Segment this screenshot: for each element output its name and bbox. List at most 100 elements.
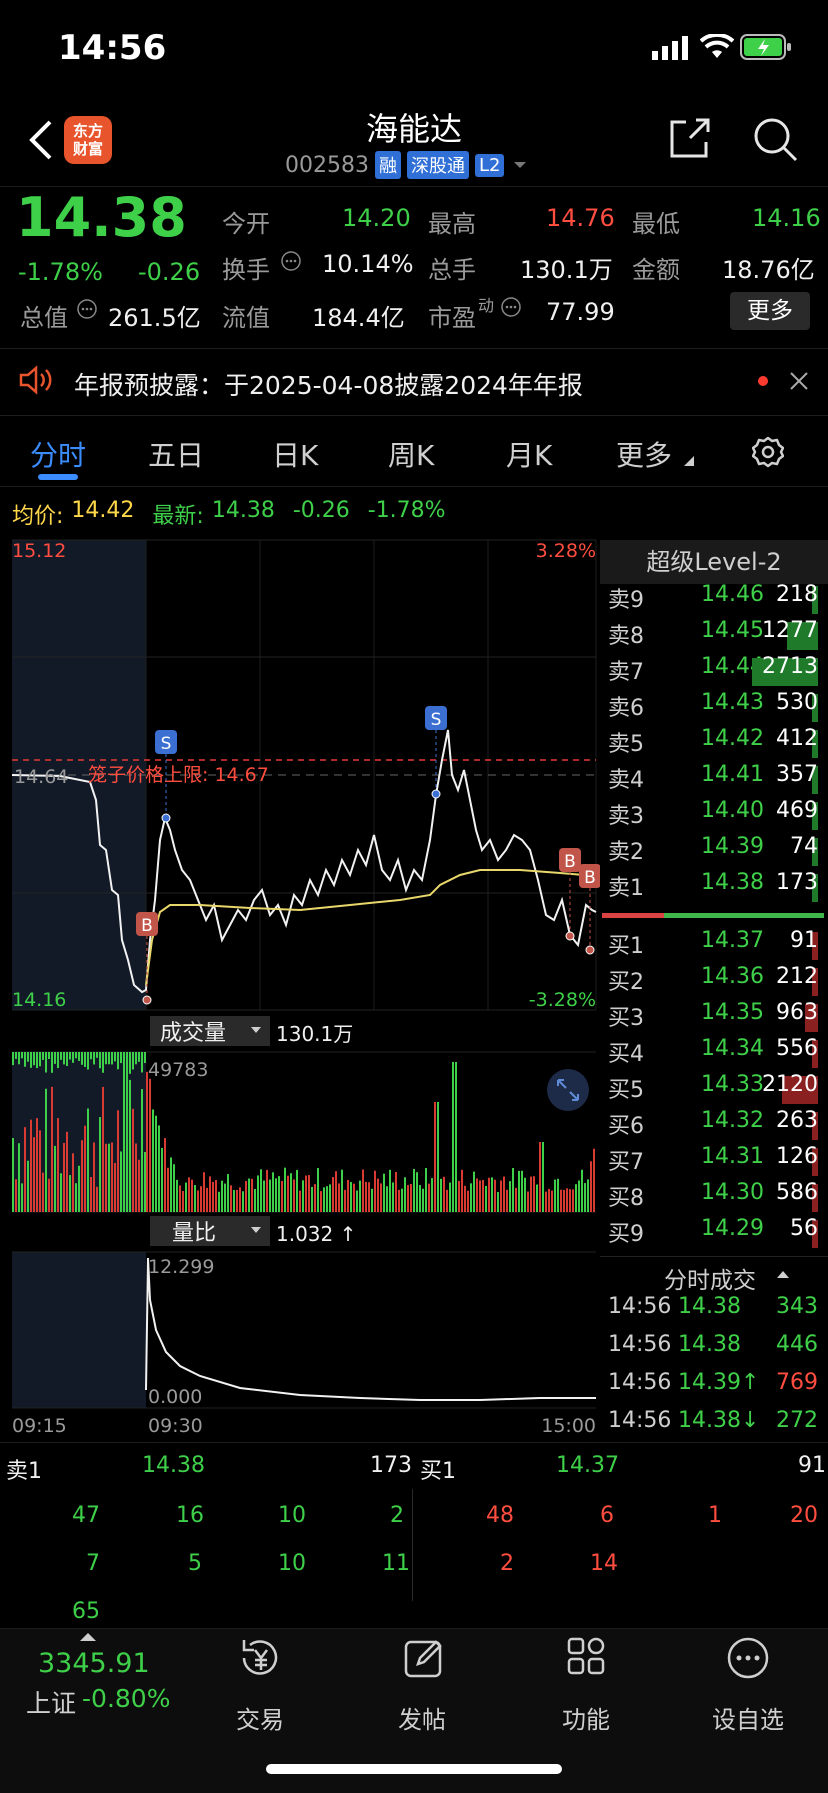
volume-label: 总手: [428, 256, 476, 284]
price-top-label: 15.12: [12, 540, 66, 562]
trade-yen-icon[interactable]: [236, 1636, 284, 1680]
strip-sell-label: 卖1: [6, 1459, 42, 1484]
share-icon[interactable]: [668, 116, 712, 160]
volume-bar: [479, 1180, 481, 1212]
trade-tick-row: 14:56 14.38 446: [600, 1332, 828, 1368]
high-value: 14.76: [546, 204, 615, 232]
pre-open-shade-ratio: [12, 1252, 146, 1408]
level-volume: 412: [776, 726, 818, 751]
ask-row-7[interactable]: 卖3 14.40 469: [600, 798, 828, 834]
ask-row-3[interactable]: 卖7 14.44 2713: [600, 654, 828, 690]
avg-value: 14.42: [71, 498, 135, 523]
nav-functions[interactable]: 功能: [562, 1706, 610, 1734]
depth-strip: 卖1 14.38 173 买1 14.37 91 47 16 10 2 7 5 10 11 65…: [0, 1442, 828, 1629]
volume-bar: [365, 1181, 367, 1212]
signal-icon: [652, 36, 688, 60]
bid-row-1[interactable]: 买1 14.37 91: [600, 928, 828, 964]
more-dots-circle-icon[interactable]: [726, 1636, 770, 1680]
volume-bar: [75, 1183, 77, 1212]
volume-bar: [93, 1142, 95, 1212]
index-name: 上证: [26, 1689, 77, 1718]
volume-bar: [437, 1102, 439, 1212]
volume-total: 130.1万: [276, 1022, 353, 1046]
info-dots-icon[interactable]: [500, 296, 522, 318]
stock-name[interactable]: 海能达: [365, 110, 462, 148]
ratio-selector[interactable]: [150, 1216, 270, 1246]
volume-bar: [530, 1176, 532, 1212]
level2-title[interactable]: 超级Level-2: [600, 540, 828, 584]
ask-row-5[interactable]: 卖5 14.42 412: [600, 726, 828, 762]
level-volume: 56: [790, 1216, 818, 1241]
notice-bar[interactable]: [0, 348, 828, 416]
info-dots-icon[interactable]: [280, 250, 302, 272]
compose-post-icon[interactable]: [402, 1636, 446, 1680]
pct-top-label: 3.28%: [536, 540, 596, 562]
strip-cell: 2: [500, 1551, 514, 1576]
strip-cell: 11: [382, 1551, 410, 1576]
depth-bar: [812, 730, 818, 758]
volume-bar: [27, 1160, 29, 1212]
low-value: 14.16: [752, 204, 821, 232]
depth-bar: [781, 1076, 818, 1104]
caret-up-icon[interactable]: [78, 1630, 98, 1642]
ask-row-2[interactable]: 卖8 14.45 1277: [600, 618, 828, 654]
volume-bar: [443, 1176, 445, 1212]
bid-row-9[interactable]: 买9 14.29 56: [600, 1216, 828, 1252]
logo-line-2: 财富: [72, 140, 103, 158]
volume-bar: [545, 1191, 547, 1212]
bid-row-8[interactable]: 买8 14.30 586: [600, 1180, 828, 1216]
bid-row-3[interactable]: 买3 14.35 963: [600, 1000, 828, 1036]
bid-row-6[interactable]: 买6 14.32 263: [600, 1108, 828, 1144]
ask-row-4[interactable]: 卖6 14.43 530: [600, 690, 828, 726]
back-arrow-icon[interactable]: [26, 118, 56, 162]
settings-gear-icon[interactable]: [752, 436, 784, 468]
nav-post[interactable]: 发帖: [398, 1706, 446, 1734]
volume-bar: [497, 1191, 499, 1212]
tab-5day[interactable]: 五日: [148, 439, 205, 472]
bid-row-4[interactable]: 买4 14.34 556: [600, 1036, 828, 1072]
ask-row-6[interactable]: 卖4 14.41 357: [600, 762, 828, 798]
info-dots-icon[interactable]: [76, 298, 98, 320]
index-row[interactable]: 上证 -0.80%: [26, 1684, 170, 1720]
volume-bar: [584, 1183, 586, 1212]
time-label-start: 09:15: [12, 1415, 67, 1437]
ratio-label: 量比: [172, 1221, 216, 1246]
wifi-icon: [700, 34, 734, 58]
bid-row-2[interactable]: 买2 14.36 212: [600, 964, 828, 1000]
volume-selector[interactable]: [150, 1016, 270, 1046]
expand-icon[interactable]: [547, 1069, 589, 1111]
pre-volume-bar: [93, 1052, 95, 1065]
nav-trade[interactable]: 交易: [236, 1706, 284, 1734]
bid-row-7[interactable]: 买7 14.31 126: [600, 1144, 828, 1180]
tab-monthly-k[interactable]: 月K: [506, 439, 553, 472]
bid-row-5[interactable]: 买5 14.33 2120: [600, 1072, 828, 1108]
level-volume: 263: [776, 1108, 818, 1133]
tick-volume: 343: [776, 1294, 818, 1319]
functions-grid-icon[interactable]: [566, 1636, 606, 1676]
ask-row-8[interactable]: 卖2 14.39 74: [600, 834, 828, 870]
nav-add-watchlist[interactable]: 设自选: [712, 1706, 784, 1734]
tab-intraday[interactable]: 分时: [30, 439, 87, 472]
index-value[interactable]: 3345.91: [38, 1648, 150, 1679]
tick-volume: 446: [776, 1332, 818, 1357]
stock-code-row[interactable]: 002583 融 深股通 L2: [285, 150, 530, 180]
volume-bar: [422, 1188, 424, 1212]
volume-bar: [15, 1179, 17, 1212]
more-button[interactable]: 更多: [730, 292, 810, 330]
ask-row-1[interactable]: 卖9 14.46 218: [600, 582, 828, 618]
tab-daily-k[interactable]: 日K: [272, 439, 319, 472]
amount-value: 18.76亿: [722, 256, 815, 284]
search-icon[interactable]: [752, 116, 798, 162]
volume-bar: [503, 1176, 505, 1212]
ask-row-9[interactable]: 卖1 14.38 173: [600, 870, 828, 906]
close-icon[interactable]: [788, 370, 810, 392]
mktcap-value: 261.5亿: [108, 304, 201, 332]
level-name: 卖2: [608, 840, 644, 865]
level-volume: 173: [776, 870, 818, 895]
depth-bar: [786, 622, 818, 650]
tab-more[interactable]: 更多: [616, 439, 673, 472]
tab-weekly-k[interactable]: 周K: [388, 439, 435, 472]
volume-bar: [521, 1170, 523, 1212]
trades-header[interactable]: 分时成交: [600, 1256, 828, 1295]
